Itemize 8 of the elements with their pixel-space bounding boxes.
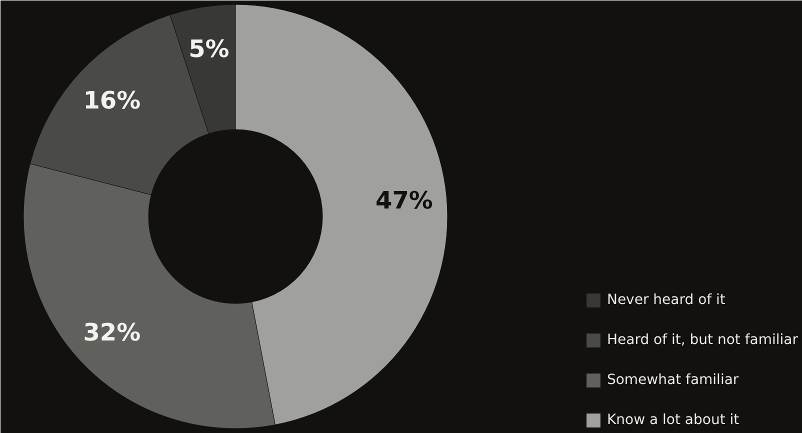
data-label: 5% [188, 35, 230, 64]
legend-label: Somewhat familiar [606, 372, 739, 388]
legend-label: Know a lot about it [606, 412, 740, 428]
data-label: 16% [83, 86, 141, 114]
legend-label: Heard of it, but not familiar [606, 332, 798, 348]
legend-label: Never heard of it [606, 292, 726, 308]
data-label: 47% [376, 186, 433, 215]
data-label: 32% [83, 318, 141, 347]
